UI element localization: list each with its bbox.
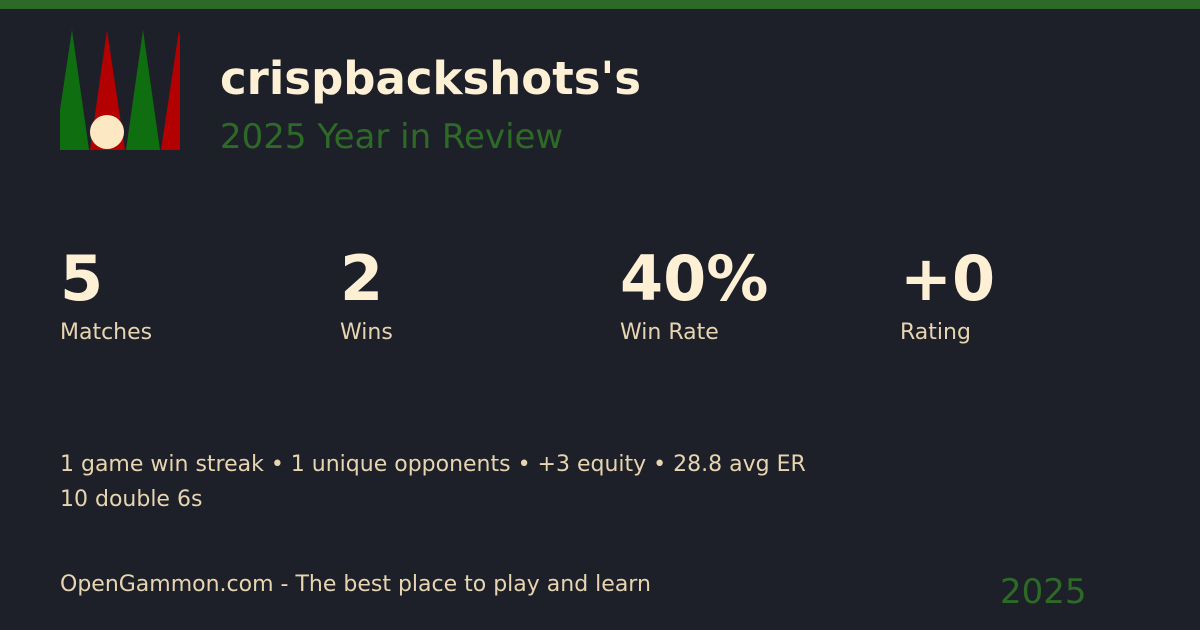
stat-value: 5 (60, 242, 104, 315)
stat-value: +0 (900, 242, 996, 315)
page-subtitle: 2025 Year in Review (220, 117, 564, 157)
stat-win-rate: 40% Win Rate (620, 242, 768, 345)
backgammon-logo-icon (60, 30, 180, 150)
stat-wins: 2 Wins (340, 242, 393, 345)
footer-tagline: OpenGammon.com - The best place to play … (60, 572, 651, 597)
stat-label: Rating (900, 320, 971, 345)
stat-label: Wins (340, 320, 393, 345)
details-line-2: 10 double 6s (60, 487, 203, 512)
footer-year: 2025 (1000, 572, 1087, 612)
details-line-1: 1 game win streak • 1 unique opponents •… (60, 452, 806, 477)
page-title: crispbackshots's (220, 52, 642, 105)
top-accent-bar (0, 0, 1200, 9)
stat-label: Matches (60, 320, 153, 345)
stat-value: 2 (340, 242, 384, 315)
stat-rating: +0 Rating (900, 242, 995, 345)
stat-label: Win Rate (620, 320, 719, 345)
stat-value: 40% (620, 242, 769, 315)
stat-matches: 5 Matches (60, 242, 152, 345)
